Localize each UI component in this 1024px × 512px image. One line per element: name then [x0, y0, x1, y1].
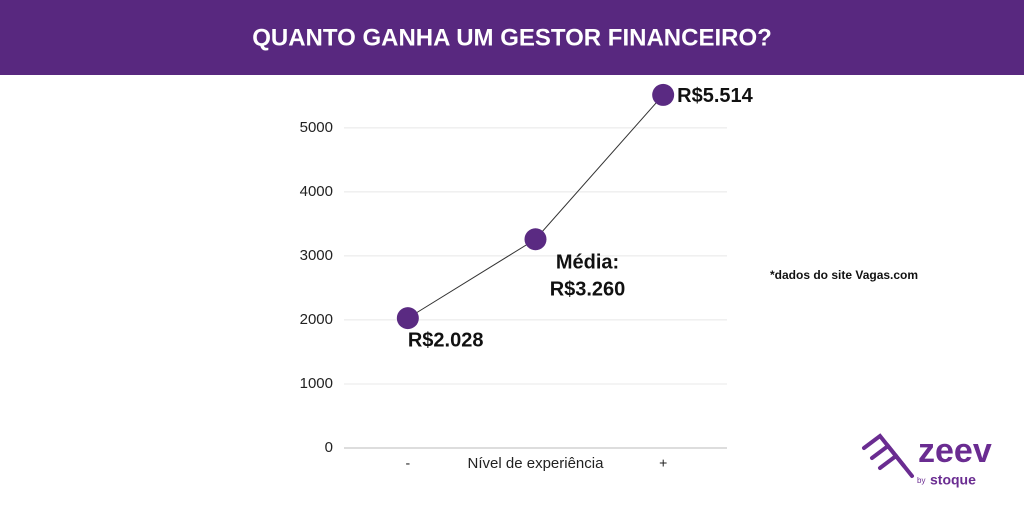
point	[396, 307, 419, 330]
logo-icon	[878, 454, 898, 470]
point	[652, 83, 675, 106]
logo: zeev by stoque	[862, 432, 992, 488]
logo-icon	[870, 443, 914, 478]
point	[524, 228, 547, 251]
y-tick-label: 5000	[300, 119, 333, 136]
value-label: R$2.028	[408, 329, 484, 351]
annotation: Média:	[556, 252, 619, 274]
brand-name: zeev	[918, 432, 992, 470]
x-tick-label: +	[659, 455, 667, 471]
brand-by: by	[917, 476, 925, 485]
y-tick-label: 3000	[300, 247, 333, 264]
y-tick-label: 0	[325, 439, 333, 456]
value-label: R$5.514	[677, 85, 753, 107]
y-tick-label: 2000	[300, 311, 333, 328]
y-tick-label: 4000	[300, 183, 333, 200]
y-tick-label: 1000	[300, 375, 333, 392]
header-band	[0, 0, 1024, 75]
value-label: R$3.260	[550, 279, 626, 301]
brand-company: stoque	[930, 472, 976, 488]
x-tick-label: -	[405, 455, 410, 471]
chart-title: QUANTO GANHA UM GESTOR FINANCEIRO?	[252, 24, 772, 51]
note: *dados do site Vagas.com	[770, 268, 918, 282]
x-axis-label: Nível de experiência	[468, 455, 605, 472]
